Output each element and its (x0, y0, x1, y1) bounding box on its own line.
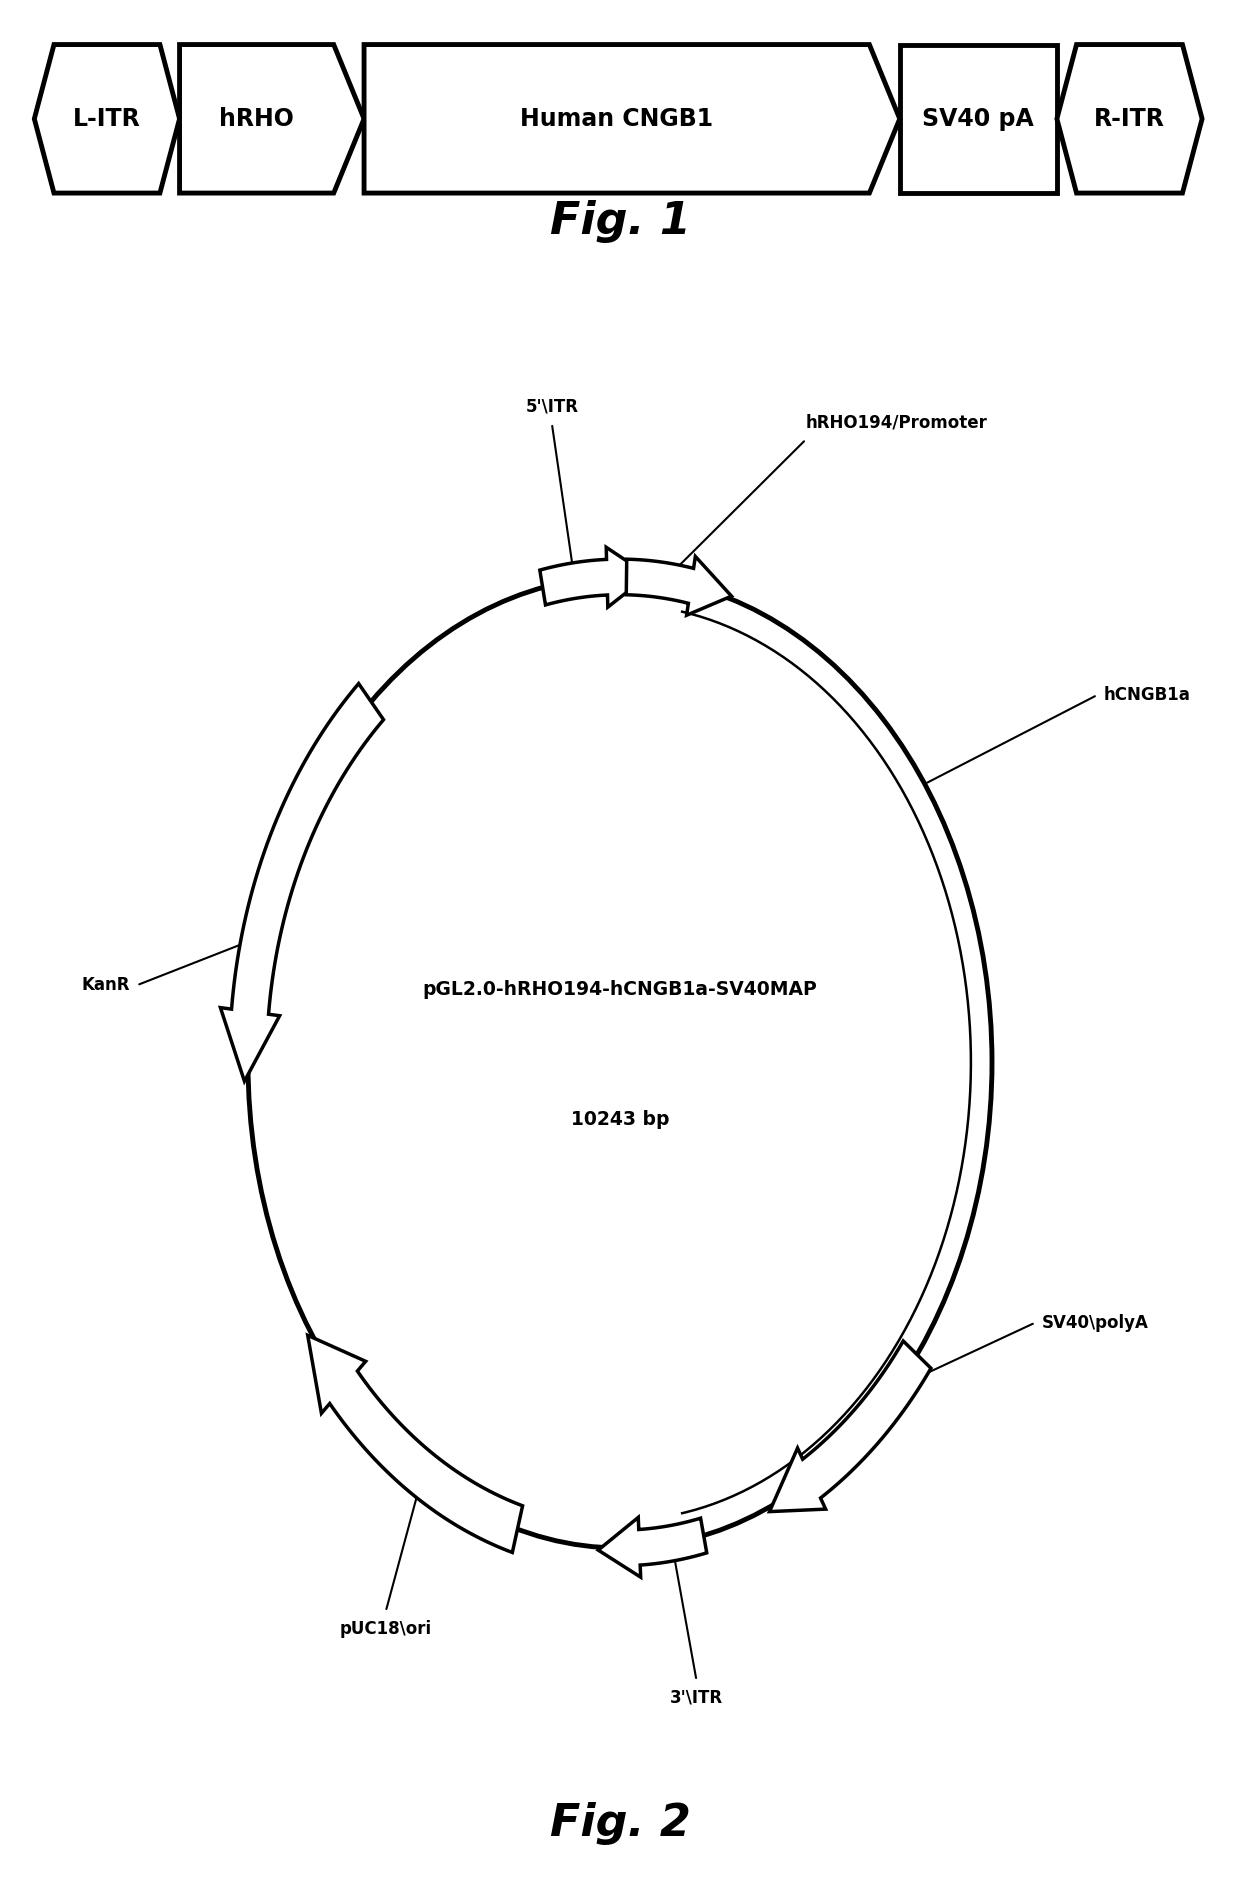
Polygon shape (35, 44, 180, 192)
Text: hCNGB1a: hCNGB1a (1104, 685, 1190, 704)
Text: Human CNGB1: Human CNGB1 (520, 107, 713, 131)
Text: R-ITR: R-ITR (1094, 107, 1164, 131)
Text: SV40 pA: SV40 pA (923, 107, 1034, 131)
Text: pUC18\ori: pUC18\ori (340, 1620, 432, 1637)
Text: hRHO: hRHO (219, 107, 294, 131)
Text: Fig. 1: Fig. 1 (549, 200, 691, 242)
Polygon shape (626, 556, 732, 615)
Polygon shape (221, 684, 383, 1081)
Polygon shape (770, 1340, 931, 1512)
Polygon shape (308, 1335, 522, 1552)
Polygon shape (180, 44, 365, 192)
Bar (900, 44, 1056, 192)
Text: pGL2.0-hRHO194-hCNGB1a-SV40MAP: pGL2.0-hRHO194-hCNGB1a-SV40MAP (423, 981, 817, 1000)
Text: Fig. 2: Fig. 2 (549, 1801, 691, 1845)
Text: hRHO194/Promoter: hRHO194/Promoter (806, 413, 988, 432)
Text: SV40\polyA: SV40\polyA (1042, 1314, 1148, 1331)
Polygon shape (365, 44, 900, 192)
Text: 5'\ITR: 5'\ITR (526, 398, 578, 415)
Polygon shape (598, 1517, 707, 1577)
Polygon shape (1056, 44, 1202, 192)
Text: L-ITR: L-ITR (73, 107, 141, 131)
Text: 10243 bp: 10243 bp (570, 1110, 670, 1129)
Text: KanR: KanR (82, 977, 130, 994)
Text: 3'\ITR: 3'\ITR (670, 1689, 723, 1706)
Polygon shape (539, 546, 649, 607)
